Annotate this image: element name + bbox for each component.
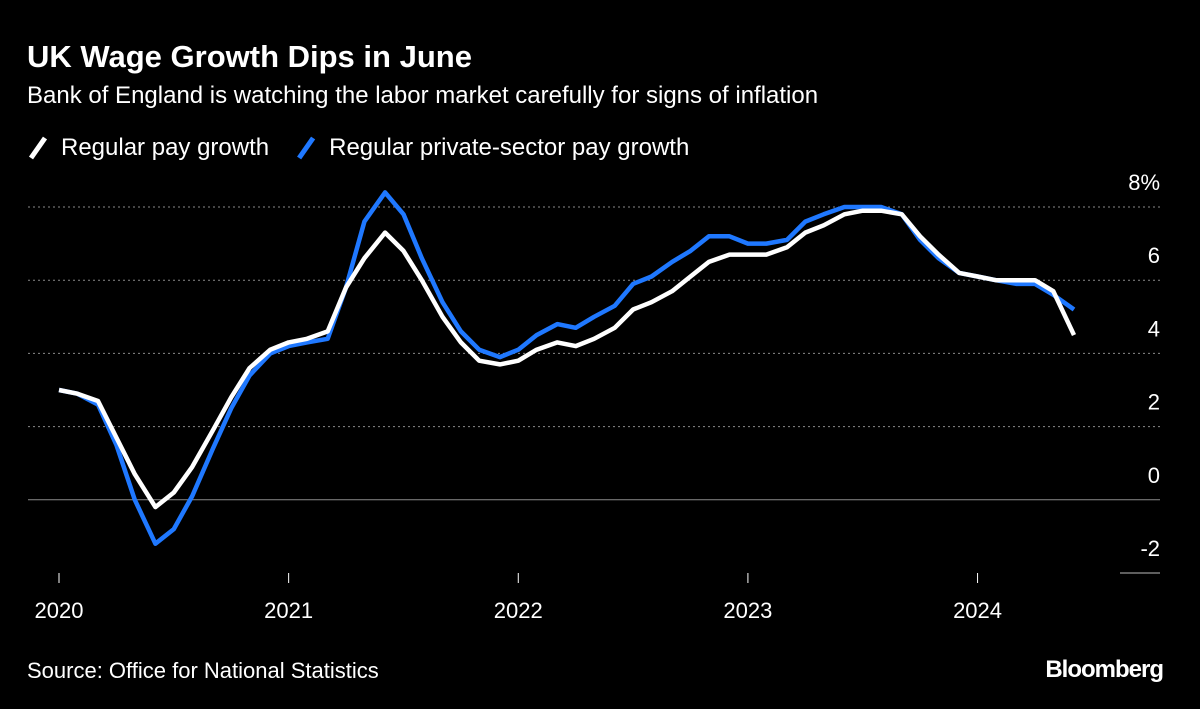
x-tick-label: 2024: [953, 598, 1002, 623]
series-line: [58, 208, 1077, 510]
legend-swatch: [28, 136, 48, 160]
source: Source: Office for National Statistics: [27, 658, 379, 683]
x-tick-label: 2020: [35, 598, 84, 623]
x-tick-label: 2023: [723, 598, 772, 623]
y-tick-label: 0: [1148, 463, 1160, 488]
y-tick-label: 4: [1148, 316, 1160, 341]
y-tick-label: -2: [1140, 536, 1160, 561]
legend-swatch: [297, 136, 316, 160]
y-tick-label: 8%: [1128, 170, 1160, 195]
x-tick-label: 2022: [494, 598, 543, 623]
logo: Bloomberg: [1045, 656, 1163, 683]
legend-label: Regular pay growth: [61, 134, 269, 161]
x-tick-label: 2021: [264, 598, 313, 623]
legend-label: Regular private-sector pay growth: [329, 134, 689, 161]
y-tick-label: 6: [1148, 243, 1160, 268]
chart-title: UK Wage Growth Dips in June: [27, 39, 472, 74]
y-tick-label: 2: [1148, 390, 1160, 415]
chart-subtitle: Bank of England is watching the labor ma…: [27, 82, 818, 109]
